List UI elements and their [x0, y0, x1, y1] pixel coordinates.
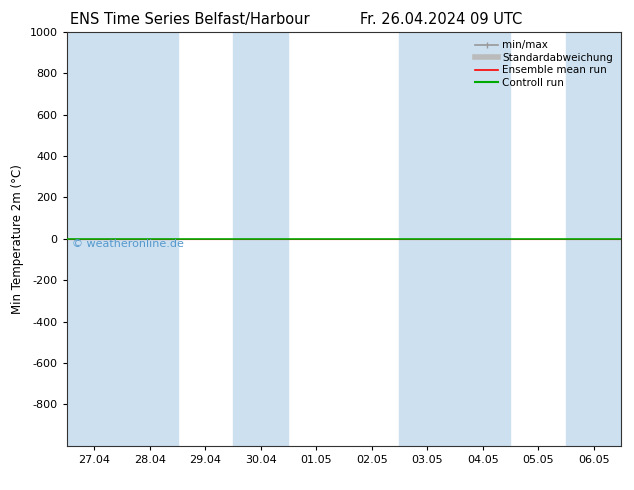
Bar — [399, 32, 455, 446]
Text: Fr. 26.04.2024 09 UTC: Fr. 26.04.2024 09 UTC — [359, 12, 522, 27]
Bar — [455, 32, 510, 446]
Y-axis label: Min Temperature 2m (°C): Min Temperature 2m (°C) — [11, 164, 24, 314]
Legend: min/max, Standardabweichung, Ensemble mean run, Controll run: min/max, Standardabweichung, Ensemble me… — [472, 37, 616, 91]
Text: ENS Time Series Belfast/Harbour: ENS Time Series Belfast/Harbour — [70, 12, 310, 27]
Bar — [566, 32, 621, 446]
Text: © weatheronline.de: © weatheronline.de — [72, 239, 184, 249]
Bar — [122, 32, 178, 446]
Bar — [233, 32, 288, 446]
Bar — [67, 32, 122, 446]
